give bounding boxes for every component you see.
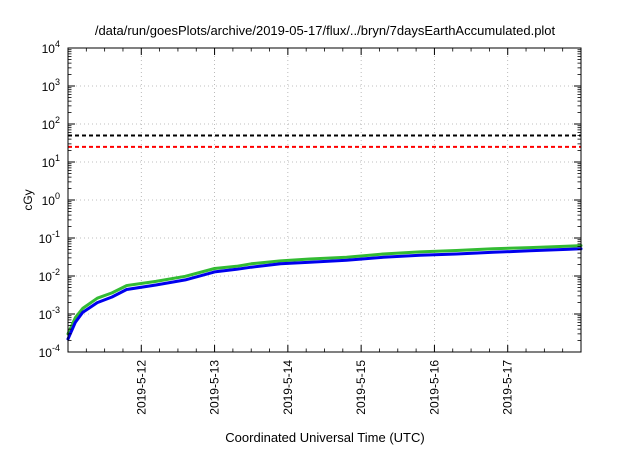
y-tick-label: 101 <box>42 153 60 170</box>
y-tick-label: 10-2 <box>39 267 60 284</box>
y-tick-label: 102 <box>42 115 60 132</box>
series-lines <box>66 244 583 341</box>
y-tick-label: 100 <box>42 191 60 208</box>
x-tick-label: 2019-5-14 <box>281 360 295 415</box>
x-tick-label: 2019-5-16 <box>427 360 441 415</box>
threshold-lines <box>68 134 581 148</box>
y-tick-label: 10-4 <box>39 343 60 360</box>
plot-frame <box>67 47 582 353</box>
series-line <box>66 247 583 341</box>
x-tick-label: 2019-5-13 <box>208 360 222 415</box>
x-axis-label: Coordinated Universal Time (UTC) <box>225 430 424 445</box>
y-tick-label: 10-1 <box>39 229 60 246</box>
y-tick-label: 10-3 <box>39 305 60 322</box>
x-tick-label: 2019-5-12 <box>134 360 148 415</box>
y-tick-label: 104 <box>42 39 60 56</box>
y-tick-label: 103 <box>42 77 60 94</box>
grid-lines <box>68 48 581 352</box>
series-line <box>66 244 583 336</box>
axis-ticks: 10-4 10-3 10-2 10-1 100 101 102 103 104 2019-5-12… <box>39 39 582 415</box>
x-tick-label: 2019-5-15 <box>354 360 368 415</box>
x-tick-label: 2019-5-17 <box>501 360 515 415</box>
y-axis-label: cGy <box>21 189 35 210</box>
chart-title: /data/run/goesPlots/archive/2019-05-17/f… <box>95 23 556 38</box>
